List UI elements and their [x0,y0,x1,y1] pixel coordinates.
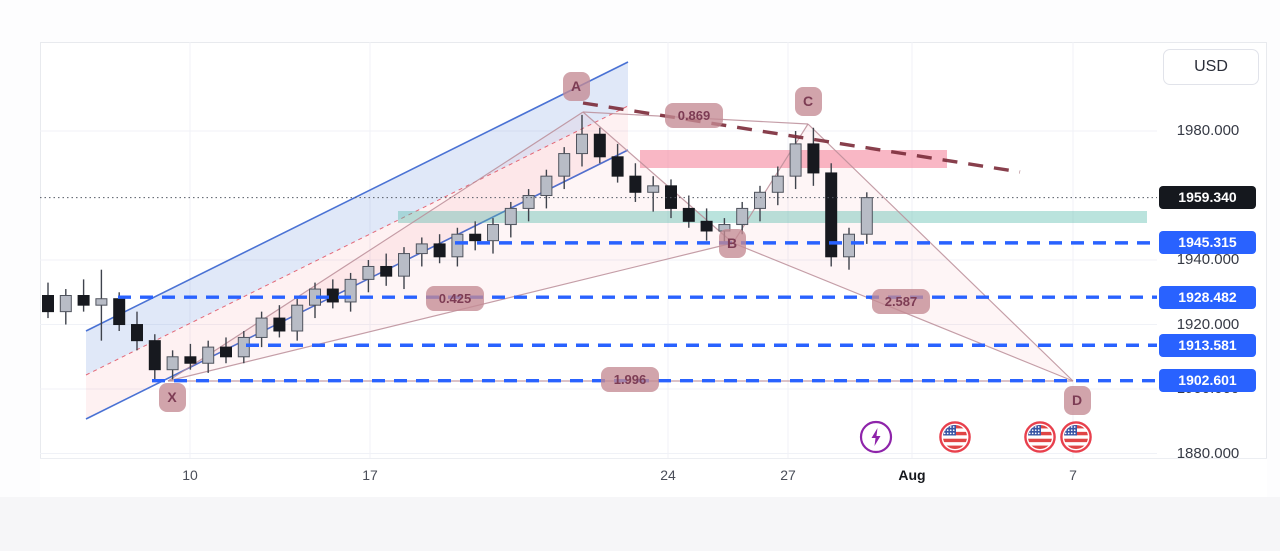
us-flag-icon[interactable] [1022,419,1058,455]
pattern-point-label-c[interactable]: C [794,86,822,116]
price-axis-label: 1980.000 [1176,122,1240,139]
level-price-badge[interactable]: 1913.581 [1159,333,1256,357]
pattern-ratio-label: 0.869 [665,102,723,128]
pattern-point-label-b[interactable]: B [718,228,746,258]
price-axis-label: 1920.000 [1176,315,1240,333]
level-price-badge[interactable]: 1928.482 [1159,285,1256,309]
pattern-point-label-d[interactable]: D [1063,385,1091,415]
pattern-ratio-label: 2.587 [872,288,930,314]
pattern-ratio-label: 0.425 [426,285,484,311]
us-flag-icon[interactable] [1058,419,1094,455]
pattern-point-label-x[interactable]: X [158,382,186,412]
level-price-badge[interactable]: 1945.315 [1159,231,1256,255]
chart-panel [40,42,1267,497]
time-axis[interactable] [40,458,1267,498]
currency-selector[interactable]: USD [1163,49,1259,85]
price-axis-label: 1940.000 [1176,251,1240,269]
time-axis-label: Aug [898,467,926,483]
time-axis-label: 17 [362,467,378,483]
level-price-badge[interactable]: 1902.601 [1159,369,1256,393]
time-axis-label: 27 [780,467,796,483]
time-axis-label: 24 [660,467,676,483]
time-axis-label: 10 [182,467,198,483]
currency-label: USD [1194,58,1228,75]
price-axis-label: 1880.000 [1176,444,1240,462]
time-axis-label: 7 [1069,467,1077,483]
pattern-ratio-label: 1.996 [601,366,659,392]
pattern-point-label-a[interactable]: A [562,71,590,101]
bottom-strip [0,497,1280,551]
current-price-badge: 1959.340 [1159,186,1256,210]
us-flag-icon[interactable] [937,419,973,455]
flash-icon[interactable] [858,419,894,455]
